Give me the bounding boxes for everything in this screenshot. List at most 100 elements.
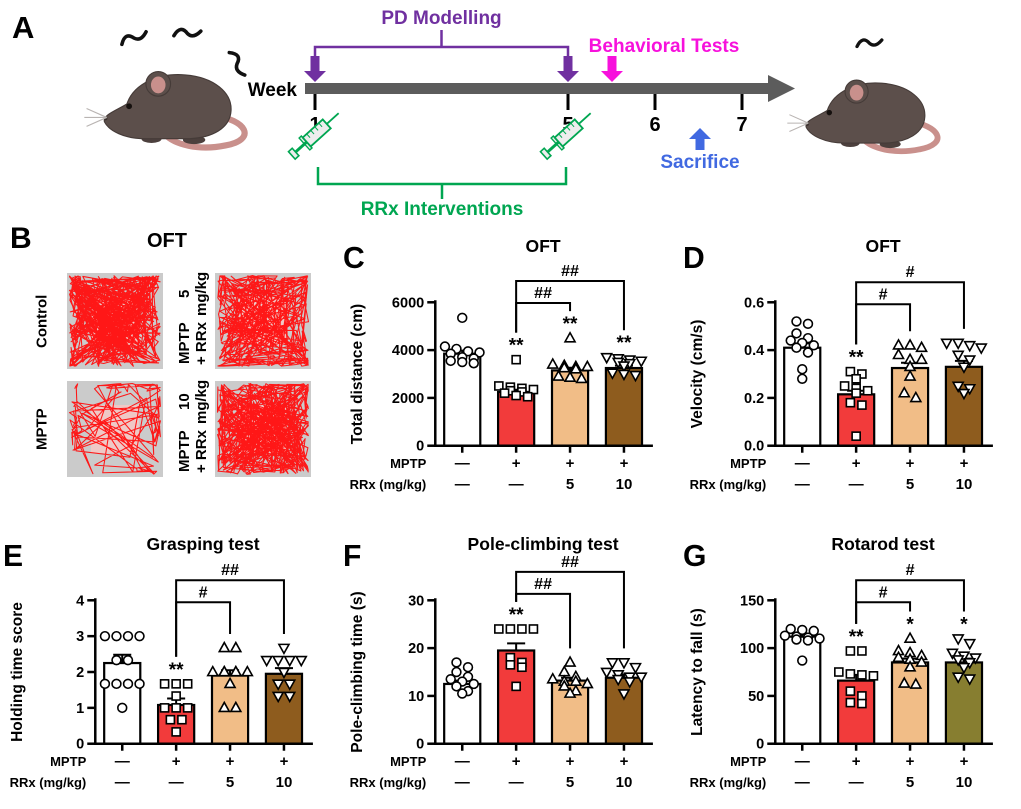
chart-canvas: 0 2000 4000 6000 Total distance (cm) OFT C ** **… [343, 236, 653, 493]
bar-MPTP [836, 679, 876, 745]
data-point [797, 655, 808, 666]
behavioral-tests-arrow [601, 56, 623, 82]
data-point [963, 674, 977, 686]
data-point [915, 352, 928, 365]
data-point [217, 664, 231, 677]
data-point [606, 658, 619, 670]
data-point [617, 689, 631, 701]
data-point [122, 678, 134, 690]
mouse-right [787, 38, 941, 155]
y-tick-label: 2000 [392, 391, 424, 407]
data-point [862, 385, 873, 396]
panel-b-oft-traces: B OFT Control MPTP + RRx 5 mg/kg MPTP MP… [0, 222, 340, 512]
x-row-value: 10 [616, 476, 633, 493]
x-row-value: — [455, 774, 471, 791]
x-row-value: + [852, 455, 861, 472]
chart-title: OFT [866, 236, 901, 256]
x-row-value: + [280, 753, 289, 770]
x-row-value: + [906, 455, 915, 472]
data-point [951, 338, 965, 351]
x-row-label: MPTP [390, 456, 426, 471]
data-point [600, 352, 614, 365]
data-point [845, 669, 856, 679]
data-point [457, 356, 468, 368]
data-point [951, 672, 965, 684]
data-point [528, 384, 539, 395]
data-point [797, 364, 808, 375]
data-point [839, 381, 850, 391]
data-point [563, 331, 577, 343]
data-point [834, 667, 844, 677]
oft-trace-rrx10 [215, 381, 311, 477]
comparison-bracket [855, 579, 965, 624]
mouse-tail [161, 112, 248, 151]
data-point [797, 373, 808, 385]
data-point [903, 631, 917, 643]
data-point [857, 698, 867, 709]
x-row-value: — [795, 774, 811, 791]
data-point [134, 678, 145, 690]
data-point [511, 354, 521, 365]
behavioral-tests-label: Behavioral Tests [589, 36, 740, 57]
bar-Control [783, 346, 822, 447]
x-row-value: 5 [226, 774, 234, 791]
oft-trace-mptp [67, 381, 163, 477]
data-point [634, 356, 648, 368]
data-point [159, 679, 170, 689]
data-point [946, 648, 959, 660]
bracket-significance-label: ## [534, 284, 552, 302]
movement-trace [217, 274, 310, 367]
y-tick-label: 0.4 [744, 343, 764, 359]
bracket-significance-label: ## [561, 553, 579, 571]
data-point [229, 640, 243, 653]
shake-mark [172, 27, 203, 38]
data-point [283, 691, 297, 704]
data-point [159, 703, 170, 713]
data-point [569, 362, 583, 374]
data-point [915, 655, 928, 667]
week-label: Week [248, 80, 298, 101]
data-point [451, 657, 462, 668]
data-point [575, 371, 588, 384]
data-point [611, 674, 625, 687]
data-point [791, 342, 802, 353]
data-point [851, 373, 861, 384]
week-tick-label: 6 [649, 114, 660, 136]
y-tick-label: 2 [76, 665, 84, 681]
data-point [229, 664, 243, 677]
data-point [606, 368, 619, 380]
data-point [277, 643, 291, 656]
data-point [857, 691, 867, 701]
chart-canvas: 0 1 2 3 4 Holding time score Grasping test E ** #… [3, 534, 313, 791]
data-point [171, 727, 181, 737]
data-point [802, 318, 814, 330]
timeline-bar [305, 83, 768, 94]
mouse-tail [860, 118, 941, 155]
data-point [623, 677, 637, 689]
x-row-value: — [795, 455, 811, 472]
syringe-icon [539, 112, 592, 161]
data-point [617, 361, 631, 373]
y-tick-label: 0.0 [744, 439, 764, 455]
data-point [892, 650, 905, 663]
chart-canvas: 0 50 100 150 Latency to fall (s) Rotarod test… [683, 534, 993, 791]
data-point [940, 338, 954, 351]
data-point [223, 676, 237, 689]
data-point [122, 654, 134, 666]
y-tick-label: 0 [76, 737, 84, 753]
group-label-rrx10: MPTP + RRx 10 mg/kg [174, 380, 212, 478]
data-point [117, 702, 128, 714]
oft-trace-rrx5 [215, 273, 311, 369]
data-point [517, 662, 527, 673]
data-point [808, 340, 819, 351]
data-point [857, 646, 867, 656]
data-point [457, 688, 468, 699]
data-point [563, 370, 577, 383]
significance-stars: ** [509, 605, 524, 626]
data-point [974, 343, 988, 355]
data-point [283, 679, 297, 691]
x-row-value: 5 [566, 774, 574, 791]
bracket-significance-label: # [906, 263, 915, 281]
data-point [963, 638, 977, 651]
